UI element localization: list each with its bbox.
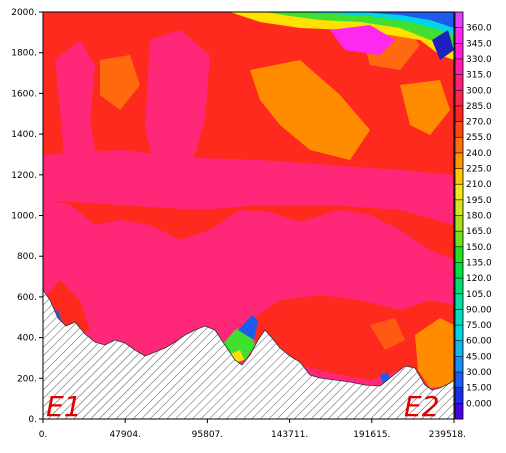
field-rainbow-blue	[360, 12, 454, 28]
colorbar-label: 0.000	[466, 399, 492, 409]
colorbar-swatch	[455, 231, 463, 248]
y-tick-label: 1600.	[11, 89, 37, 99]
x-tick-label: 239518.	[429, 430, 466, 440]
y-tick-label: 600.	[17, 293, 37, 303]
colorbar-swatch	[455, 372, 463, 389]
x-tick-label: 143711.	[271, 430, 308, 440]
y-tick-label: 0.	[28, 415, 37, 425]
field-orange-4	[100, 55, 140, 110]
colorbar-swatch	[455, 246, 463, 263]
field-valley-blue	[238, 315, 258, 340]
colorbar-label: 315.0	[466, 71, 492, 81]
y-tick-label: 400.	[17, 334, 37, 344]
colorbar-swatch	[455, 184, 463, 201]
colorbar-swatch	[455, 278, 463, 295]
colorbar-label: 195.0	[466, 196, 492, 206]
colorbar-label: 45.00	[466, 352, 492, 362]
colorbar-swatch	[455, 309, 463, 326]
y-tick-label: 1800.	[11, 49, 37, 59]
field-orange-2	[400, 80, 450, 135]
colorbar-swatch	[455, 27, 463, 44]
x-tick-label: 0.	[39, 430, 48, 440]
colorbar-swatch	[455, 90, 463, 107]
field-pink-band	[43, 150, 454, 225]
colorbar-label: 180.0	[466, 212, 492, 222]
terrain	[43, 289, 454, 419]
colorbar-swatch	[455, 12, 463, 29]
colorbar-swatch	[455, 387, 463, 404]
colorbar-swatch	[455, 262, 463, 279]
field-rainbow-magenta	[330, 25, 395, 55]
colorbar-label: 285.0	[466, 102, 492, 112]
field-pink-tongue-2	[145, 30, 210, 180]
colorbar-label: 360.0	[466, 24, 492, 34]
section-start-label: E1	[46, 390, 82, 423]
colorbar-swatch	[455, 121, 463, 138]
y-axis: 0. 200. 400. 600. 800. 1000. 1200. 1400. 1600. 18…	[11, 8, 43, 425]
colorbar-label: 210.0	[466, 180, 492, 190]
colorbar-swatch	[455, 105, 463, 123]
y-tick-label: 1200.	[11, 171, 37, 181]
colorbar-label: 240.0	[466, 149, 492, 159]
colorbar-label: 345.0	[466, 39, 492, 49]
y-tick-label: 200.	[17, 374, 37, 384]
colorbar-label: 270.0	[466, 118, 492, 128]
colorbar-swatch	[455, 168, 463, 185]
colorbar-label: 105.0	[466, 290, 492, 300]
colorbar-label: 255.0	[466, 133, 492, 143]
colorbar-label: 150.0	[466, 243, 492, 253]
colorbar-label: 225.0	[466, 165, 492, 175]
colorbar-label: 135.0	[466, 258, 492, 268]
colorbar-label: 30.00	[466, 368, 492, 378]
y-tick-label: 2000.	[11, 8, 37, 18]
colorbar-swatch	[455, 356, 463, 373]
colorbar-swatch	[455, 43, 463, 60]
field-rainbow-cyan	[300, 12, 454, 35]
field-orange-lower-2	[370, 318, 405, 350]
field-rainbow-darkblue	[432, 30, 454, 60]
section-end-label: E2	[404, 390, 440, 423]
x-tick-label: 47904.	[109, 430, 141, 440]
x-tick-label: 95807.	[192, 430, 224, 440]
x-axis: 0. 47904. 95807. 143711. 191615. 239518.	[39, 419, 466, 440]
colorbar-label: 165.0	[466, 227, 492, 237]
colorbar-label: 15.00	[466, 384, 492, 394]
colorbar-swatch	[455, 137, 463, 154]
colorbar-swatch	[455, 325, 463, 342]
colorbar-label: 90.00	[466, 305, 492, 315]
colorbar-label: 75.00	[466, 321, 492, 331]
colorbar-label: 60.00	[466, 337, 492, 347]
plot-area	[43, 12, 454, 419]
colorbar-swatch	[455, 403, 463, 420]
colorbar-label: 120.0	[466, 274, 492, 284]
colorbar-label: 300.0	[466, 86, 492, 96]
y-tick-label: 800.	[17, 252, 37, 262]
colorbar-swatch	[455, 152, 463, 170]
field-red-lower-2	[250, 295, 454, 385]
y-tick-label: 1400.	[11, 130, 37, 140]
colorbar: 0.000 15.00 30.00 45.00 60.00 75.00 90.00 105.0…	[454, 11, 492, 420]
colorbar-swatch	[455, 215, 463, 232]
colorbar-swatch	[455, 74, 463, 91]
colorbar-swatch	[455, 340, 463, 357]
field-orange-1	[250, 60, 370, 160]
colorbar-label: 330.0	[466, 55, 492, 65]
colorbar-swatch	[455, 199, 463, 216]
colorbar-swatch	[455, 58, 463, 76]
field-orange-lower	[415, 318, 454, 388]
y-tick-label: 1000.	[11, 212, 37, 222]
x-tick-label: 191615.	[353, 430, 390, 440]
colorbar-swatch	[455, 293, 463, 310]
